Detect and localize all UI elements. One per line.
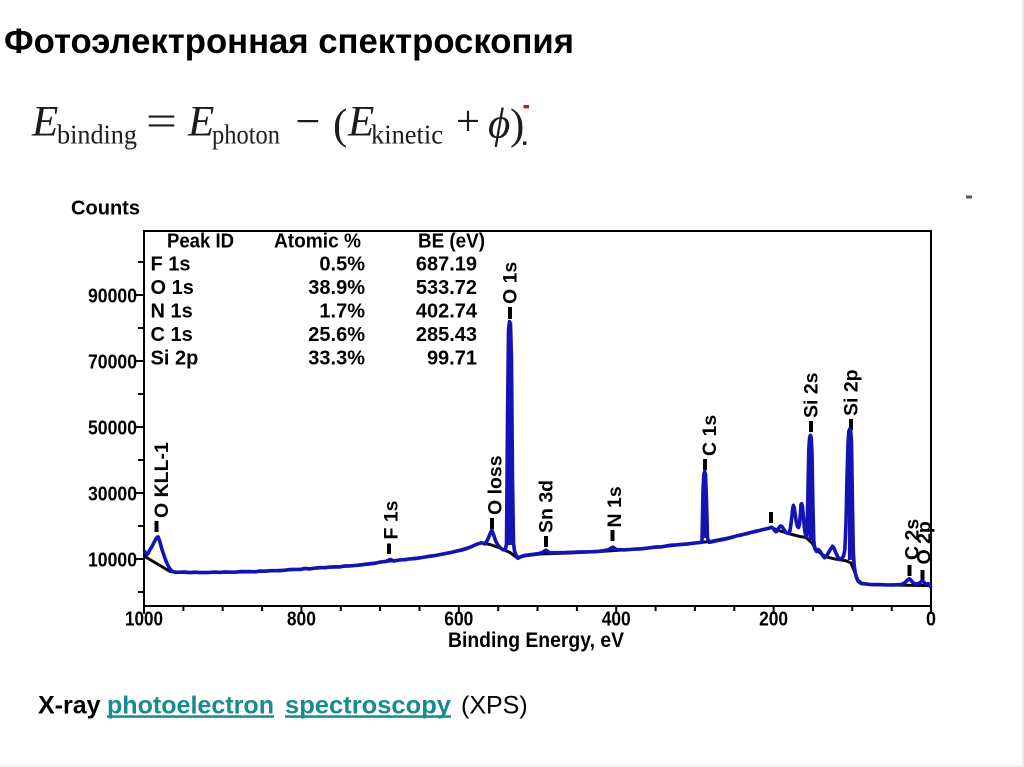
svg-text:O 1s: O 1s (151, 277, 194, 299)
svg-text:25.6%: 25.6% (308, 324, 365, 346)
svg-text:F 1s: F 1s (151, 254, 191, 276)
svg-text:photoelectron: photoelectron (107, 692, 274, 720)
svg-text:Counts: Counts (71, 198, 140, 220)
svg-text:400: 400 (602, 609, 631, 631)
svg-text:X-ray: X-ray (38, 692, 101, 720)
svg-text:Sn 3d: Sn 3d (536, 480, 558, 533)
svg-text:1000: 1000 (125, 609, 163, 631)
svg-text:99.71: 99.71 (427, 348, 477, 370)
svg-text:10000: 10000 (88, 549, 137, 571)
svg-text:0.5%: 0.5% (319, 254, 365, 276)
svg-text:50000: 50000 (88, 417, 137, 439)
svg-text:33.3%: 33.3% (308, 348, 365, 370)
svg-text:N 1s: N 1s (604, 486, 626, 527)
svg-text:533.72: 533.72 (416, 277, 477, 299)
svg-text:F 1s: F 1s (381, 500, 403, 539)
svg-text:O 2p: O 2p (914, 521, 936, 564)
svg-text:600: 600 (444, 609, 473, 631)
svg-text:90000: 90000 (88, 285, 137, 307)
svg-text:Фотоэлектронная спектроскопия: Фотоэлектронная спектроскопия (4, 22, 574, 61)
svg-text:200: 200 (759, 609, 788, 631)
svg-text:O KLL-1: O KLL-1 (151, 442, 173, 518)
svg-text:binding: binding (57, 120, 137, 150)
svg-text:spectroscopy: spectroscopy (285, 692, 451, 720)
svg-text:0: 0 (926, 609, 936, 631)
svg-text:O loss: O loss (485, 455, 507, 515)
svg-text:N 1s: N 1s (151, 301, 193, 323)
svg-text:70000: 70000 (88, 351, 137, 373)
svg-text:Binding Energy, eV: Binding Energy, eV (448, 629, 624, 652)
svg-text:E: E (347, 99, 374, 146)
svg-text:Peak ID: Peak ID (167, 231, 234, 253)
svg-text:C 1s: C 1s (699, 415, 721, 456)
svg-text:E: E (187, 99, 214, 146)
svg-text:E: E (31, 99, 58, 146)
svg-text:(: ( (333, 102, 347, 149)
svg-text:C 2s: C 2s (902, 519, 924, 560)
svg-text:687.19: 687.19 (416, 254, 477, 276)
svg-text:−: − (296, 99, 321, 146)
svg-text:30000: 30000 (88, 483, 137, 505)
svg-text:=: = (146, 99, 177, 146)
svg-text:): ) (510, 102, 524, 149)
svg-text:Si 2p: Si 2p (841, 369, 863, 416)
svg-text:+: + (456, 99, 480, 146)
svg-text:photon: photon (212, 120, 280, 150)
svg-text:ϕ: ϕ (488, 101, 510, 148)
svg-text:(XPS): (XPS) (461, 692, 528, 720)
svg-text:Si 2s: Si 2s (801, 372, 823, 418)
svg-text:C 1s: C 1s (151, 324, 193, 346)
svg-text:285.43: 285.43 (416, 324, 477, 346)
svg-text:O 1s: O 1s (500, 262, 522, 304)
svg-text:Si 2p: Si 2p (151, 348, 199, 370)
svg-text:1.7%: 1.7% (319, 301, 365, 323)
svg-text:38.9%: 38.9% (308, 277, 365, 299)
svg-text:kinetic: kinetic (371, 120, 443, 150)
svg-text:800: 800 (287, 609, 316, 631)
svg-text:Atomic %: Atomic % (274, 231, 361, 253)
svg-text:BE (eV): BE (eV) (418, 231, 485, 253)
svg-text:402.74: 402.74 (416, 301, 478, 323)
